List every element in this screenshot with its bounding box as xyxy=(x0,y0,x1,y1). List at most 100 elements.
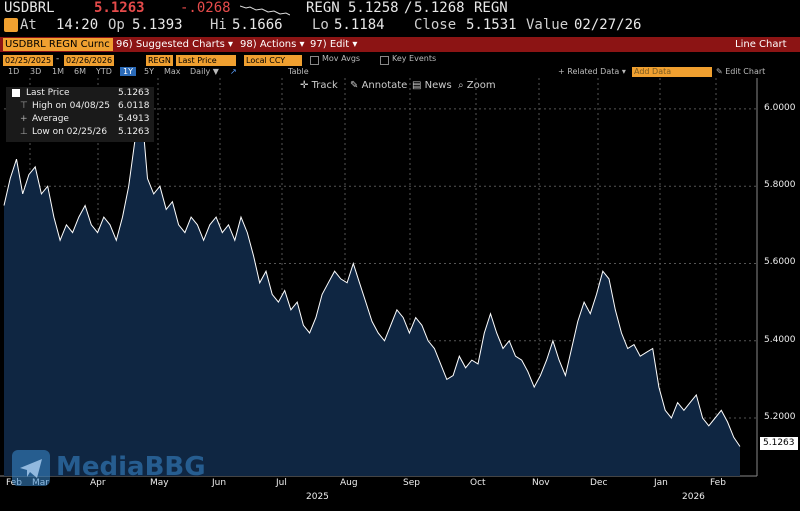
edit-chart-label: Edit Chart xyxy=(725,67,766,76)
low-value: 5.1184 xyxy=(334,17,385,33)
annotate-button[interactable]: ✎ Annotate xyxy=(350,80,408,91)
bloomberg-f-icon xyxy=(4,18,18,32)
chart-plot xyxy=(3,104,741,476)
quote-time: 14:20 xyxy=(56,17,99,33)
key-events-checkbox[interactable] xyxy=(380,56,389,65)
y-tick-label: 6.0000 xyxy=(764,102,796,113)
average-marker-icon: + xyxy=(20,114,28,124)
legend-high-value: 6.0118 xyxy=(118,101,150,111)
x-tick-label: Aug xyxy=(340,478,358,488)
date-sep: - xyxy=(56,54,60,64)
suggested-num: 96 xyxy=(116,39,129,50)
suggested-label: Suggested Charts xyxy=(135,39,225,50)
legend-high-label: High on 04/08/25 xyxy=(32,101,111,111)
track-button[interactable]: ✛ Track xyxy=(300,80,338,91)
x-tick-label: Feb xyxy=(710,478,726,488)
actions-button[interactable]: 98) Actions ▾ xyxy=(240,39,305,50)
value-date: 02/27/26 xyxy=(574,17,642,33)
price-line xyxy=(3,104,741,447)
period-bar: 1D 3D 1M 6M YTD 1Y 5Y Max Daily ▼ ↗ Tabl… xyxy=(0,67,800,78)
value-label: Value xyxy=(526,17,569,33)
frequency-selector[interactable]: Daily ▼ xyxy=(190,67,219,76)
ticker-symbol[interactable]: USDBRL xyxy=(4,0,55,16)
end-date-field[interactable]: 02/26/2026 xyxy=(64,55,115,66)
edit-chart-button[interactable]: ✎ Edit Chart xyxy=(716,67,766,76)
close-value: 5.1531 xyxy=(466,17,517,33)
currency-selector[interactable]: Local CCY xyxy=(244,55,302,66)
period-6m[interactable]: 6M xyxy=(74,67,86,76)
x-tick-label: Jul xyxy=(276,478,287,488)
period-1m[interactable]: 1M xyxy=(52,67,64,76)
x-tick-label: Dec xyxy=(590,478,608,488)
x-tick-label: Jun xyxy=(212,478,227,488)
legend-last-label: Last Price xyxy=(26,88,70,98)
telegram-logo-icon xyxy=(12,450,50,486)
bid-ask-sep: / xyxy=(404,0,413,16)
edit-label: Edit xyxy=(329,39,350,50)
zoom-button[interactable]: ⌕ Zoom xyxy=(458,80,496,91)
news-button[interactable]: ▤ News xyxy=(412,80,452,91)
key-events-label: Key Events xyxy=(392,54,437,63)
mov-avgs-label: Mov Avgs xyxy=(322,54,361,63)
annotate-label: Annotate xyxy=(361,80,408,91)
source-field[interactable]: REGN xyxy=(146,55,173,66)
field-selector[interactable]: Last Price xyxy=(176,55,236,66)
table-button[interactable]: Table xyxy=(288,67,309,76)
x-year-label: 2026 xyxy=(682,492,705,502)
x-tick-label: Jan xyxy=(654,478,668,488)
quote-header: USDBRL 5.1263 -.0268 REGN 5.1258 / 5.126… xyxy=(0,0,800,17)
period-1y[interactable]: 1Y xyxy=(120,67,136,76)
security-field[interactable]: USDBRL REGN Curnc xyxy=(3,38,113,51)
high-label: Hi xyxy=(210,17,227,33)
start-date-field[interactable]: 02/25/2025 xyxy=(3,55,54,66)
actions-label: Actions xyxy=(259,39,297,50)
frequency-label: Daily xyxy=(190,67,211,76)
edit-button[interactable]: 97) Edit ▾ xyxy=(310,39,358,50)
high-value: 5.1666 xyxy=(232,17,283,33)
period-1d[interactable]: 1D xyxy=(8,67,20,76)
period-5y[interactable]: 5Y xyxy=(144,67,154,76)
legend-box: Last Price 5.1263 ⊤ High on 04/08/25 6.0… xyxy=(6,87,154,142)
related-data-button[interactable]: + Related Data ▾ xyxy=(558,67,626,76)
related-data-label: Related Data xyxy=(567,67,620,76)
period-max[interactable]: Max xyxy=(164,67,181,76)
news-label: News xyxy=(424,80,452,91)
sparkline-icon xyxy=(240,5,290,16)
price-chart[interactable] xyxy=(0,78,800,511)
legend-last-value: 5.1263 xyxy=(118,88,150,98)
quote-detail: At 14:20 Op 5.1393 Hi 5.1666 Lo 5.1184 C… xyxy=(0,17,800,36)
at-label: At xyxy=(20,17,37,33)
bid-ask-label: REGN xyxy=(306,0,340,16)
x-year-label: 2025 xyxy=(306,492,329,502)
add-data-input[interactable]: Add Data xyxy=(632,67,712,77)
actions-num: 98 xyxy=(240,39,253,50)
legend-avg-label: Average xyxy=(32,114,69,124)
x-tick-label: May xyxy=(150,478,169,488)
bid-ask-suffix: REGN xyxy=(474,0,508,16)
x-tick-label: Nov xyxy=(532,478,550,488)
low-label: Lo xyxy=(312,17,329,33)
suggested-charts-button[interactable]: 96) Suggested Charts ▾ xyxy=(116,39,234,50)
legend-low-label: Low on 02/25/26 xyxy=(32,127,108,137)
y-tick-label: 5.8000 xyxy=(764,180,796,191)
x-tick-label: Oct xyxy=(470,478,486,488)
menu-bar: USDBRL REGN Curnc 96) Suggested Charts ▾… xyxy=(0,37,800,52)
ask-price: 5.1268 xyxy=(414,0,465,16)
last-price-badge: 5.1263 xyxy=(760,437,798,450)
x-tick-label: Apr xyxy=(90,478,106,488)
chart-type-label[interactable]: Line Chart xyxy=(735,39,787,50)
track-label: Track xyxy=(311,80,338,91)
y-tick-label: 5.4000 xyxy=(764,334,796,345)
high-marker-icon: ⊤ xyxy=(20,101,28,111)
line-style-icon[interactable]: ↗ xyxy=(230,67,237,76)
period-ytd[interactable]: YTD xyxy=(96,67,112,76)
low-marker-icon: ⊥ xyxy=(20,127,28,137)
y-tick-label: 5.6000 xyxy=(764,257,796,268)
price-area xyxy=(4,105,740,476)
period-3d[interactable]: 3D xyxy=(30,67,42,76)
parameter-bar: 02/25/2025 - 02/26/2026 REGN Last Price … xyxy=(0,54,800,67)
mov-avgs-checkbox[interactable] xyxy=(310,56,319,65)
bid-price: 5.1258 xyxy=(348,0,399,16)
edit-num: 97 xyxy=(310,39,323,50)
y-tick-label: 5.2000 xyxy=(764,412,796,423)
